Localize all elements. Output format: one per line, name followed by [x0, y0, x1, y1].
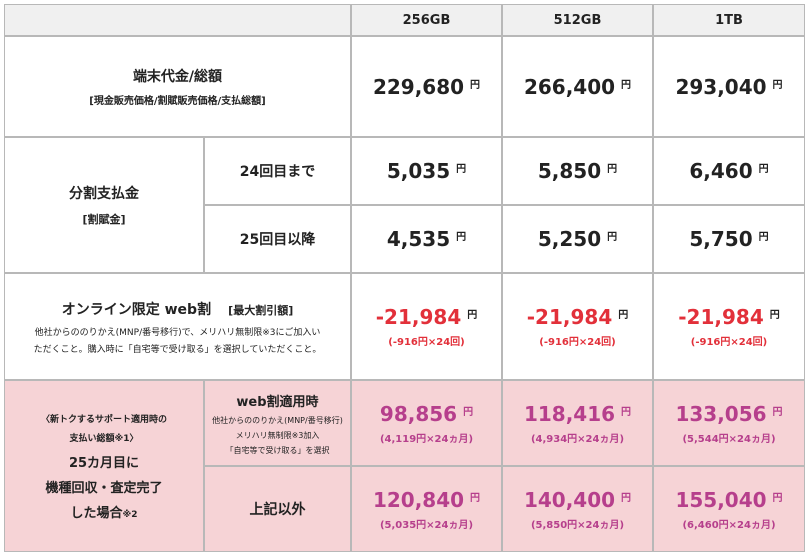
- installment-upto24-512: 5,850 円: [502, 137, 653, 205]
- return-program-line-4: 機種回収・査定完了: [45, 480, 163, 496]
- device-price-512: 266,400 円: [502, 36, 653, 137]
- installment-after25-1tb: 5,750 円: [653, 205, 805, 273]
- return-program-label-cell: 〈新トクするサポート適用時の 支払い総額※1〉 25カ月目に 機種回収・査定完了…: [4, 380, 204, 552]
- installment-after25-256: 4,535 円: [351, 205, 502, 273]
- online-discount-256-value: -21,984: [375, 305, 462, 329]
- yen-unit: 円: [769, 310, 780, 321]
- web-discount-note-3: 「自宅等で受け取る」を選択: [225, 445, 330, 455]
- return-program-line-3: 25カ月目に: [68, 455, 140, 471]
- return-program-line-1: 〈新トクするサポート適用時の: [40, 414, 167, 425]
- device-price-1tb-value: 293,040: [675, 74, 767, 99]
- online-discount-note-1: 他社からののりかえ(MNP/番号移行)で、メリハリ無制限※3にご加入い: [34, 327, 321, 338]
- online-discount-1tb-value: -21,984: [678, 305, 764, 329]
- online-discount-256: -21,984 円 (-916円×24回): [351, 273, 502, 380]
- online-discount-tag: [最大割引額]: [228, 303, 294, 317]
- installment-upto24-label: 24回目まで: [204, 137, 351, 205]
- device-price-256: 229,680 円: [351, 36, 502, 137]
- web-total-256-monthly: (4,119円×24ヵ月): [379, 433, 474, 445]
- other-total-1tb-monthly: (6,460円×24ヵ月): [682, 519, 776, 531]
- other-total-1tb-value: 155,040: [675, 487, 767, 512]
- online-discount-512-value: -21,984: [526, 305, 613, 329]
- device-price-512-value: 266,400: [523, 74, 616, 99]
- yen-unit: 円: [618, 310, 629, 321]
- installment-after25-512-value: 5,250: [537, 227, 602, 251]
- web-total-1tb-monthly: (5,544円×24ヵ月): [682, 433, 776, 445]
- installment-after25-256-value: 4,535: [386, 227, 451, 251]
- other-total-1tb: 155,040 円 (6,460円×24ヵ月): [653, 466, 805, 552]
- yen-unit: 円: [607, 164, 618, 175]
- device-price-1tb: 293,040 円: [653, 36, 805, 137]
- yen-unit: 円: [772, 79, 783, 91]
- web-total-512-value: 118,416: [523, 401, 616, 426]
- yen-unit: 円: [456, 164, 467, 175]
- installment-upto24-1tb: 6,460 円: [653, 137, 805, 205]
- header-empty-cell: [4, 4, 351, 36]
- yen-unit: 円: [621, 406, 632, 418]
- online-discount-label-cell: オンライン限定 web割 [最大割引額] 他社からののりかえ(MNP/番号移行)…: [4, 273, 351, 380]
- web-discount-note-2: メリハリ無制限※3加入: [235, 430, 320, 440]
- yen-unit: 円: [621, 79, 632, 91]
- installment-after25-label: 25回目以降: [204, 205, 351, 273]
- installment-upto24-1tb-value: 6,460: [689, 159, 753, 183]
- yen-unit: 円: [607, 232, 618, 243]
- installment-upto24-512-value: 5,850: [537, 159, 602, 183]
- online-discount-512-monthly: (-916円×24回): [539, 337, 616, 348]
- installment-after25-1tb-value: 5,750: [689, 227, 753, 251]
- device-price-256-value: 229,680: [372, 74, 465, 99]
- web-discount-label: web割適用時: [236, 394, 319, 410]
- online-discount-title: オンライン限定 web割: [61, 301, 212, 318]
- online-discount-256-monthly: (-916円×24回): [388, 337, 465, 348]
- header-256gb: 256GB: [351, 4, 502, 36]
- online-discount-1tb: -21,984 円 (-916円×24回): [653, 273, 805, 380]
- header-512gb: 512GB: [502, 4, 653, 36]
- installment-after25-512: 5,250 円: [502, 205, 653, 273]
- other-label: 上記以外: [204, 466, 351, 552]
- installment-upto24-256-value: 5,035: [386, 159, 451, 183]
- web-total-512-monthly: (4,934円×24ヵ月): [530, 433, 625, 445]
- web-discount-label-cell: web割適用時 他社からののりかえ(MNP/番号移行) メリハリ無制限※3加入 …: [204, 380, 351, 466]
- web-discount-note-1: 他社からののりかえ(MNP/番号移行): [212, 415, 343, 425]
- web-total-1tb-value: 133,056: [675, 401, 767, 426]
- other-total-256: 120,840 円 (5,035円×24ヵ月): [351, 466, 502, 552]
- yen-unit: 円: [467, 310, 478, 321]
- yen-unit: 円: [772, 406, 783, 418]
- installment-label-cell: 分割支払金 [割賦金]: [4, 137, 204, 273]
- other-total-256-monthly: (5,035円×24ヵ月): [379, 519, 474, 531]
- yen-unit: 円: [463, 406, 474, 418]
- other-total-256-value: 120,840: [372, 487, 465, 512]
- other-total-512: 140,400 円 (5,850円×24ヵ月): [502, 466, 653, 552]
- installment-sublabel: [割賦金]: [82, 213, 126, 226]
- return-program-line-5: した場合: [70, 505, 123, 521]
- web-total-512: 118,416 円 (4,934円×24ヵ月): [502, 380, 653, 466]
- web-total-256: 98,856 円 (4,119円×24ヵ月): [351, 380, 502, 466]
- yen-unit: 円: [758, 164, 769, 175]
- yen-unit: 円: [456, 232, 467, 243]
- other-total-512-value: 140,400: [523, 487, 616, 512]
- yen-unit: 円: [772, 492, 783, 504]
- yen-unit: 円: [758, 232, 769, 243]
- yen-unit: 円: [621, 492, 632, 504]
- online-discount-1tb-monthly: (-916円×24回): [690, 337, 768, 348]
- header-1tb: 1TB: [653, 4, 805, 36]
- web-total-256-value: 98,856: [379, 401, 458, 426]
- yen-unit: 円: [470, 492, 481, 504]
- return-program-line-2: 支払い総額※1〉: [69, 433, 139, 444]
- online-discount-note-2: ただくこと。購入時に「自宅等で受け取る」を選択していただくこと。: [33, 344, 322, 355]
- device-price-sublabel: [現金販売価格/割賦販売価格/支払総額]: [89, 96, 266, 107]
- installment-label: 分割支払金: [69, 186, 139, 202]
- device-price-label-cell: 端末代金/総額 [現金販売価格/割賦販売価格/支払総額]: [4, 36, 351, 137]
- other-total-512-monthly: (5,850円×24ヵ月): [530, 519, 625, 531]
- online-discount-512: -21,984 円 (-916円×24回): [502, 273, 653, 380]
- return-program-note-ref: ※2: [122, 509, 138, 520]
- yen-unit: 円: [470, 79, 481, 91]
- device-price-label: 端末代金/総額: [132, 69, 223, 85]
- web-total-1tb: 133,056 円 (5,544円×24ヵ月): [653, 380, 805, 466]
- installment-upto24-256: 5,035 円: [351, 137, 502, 205]
